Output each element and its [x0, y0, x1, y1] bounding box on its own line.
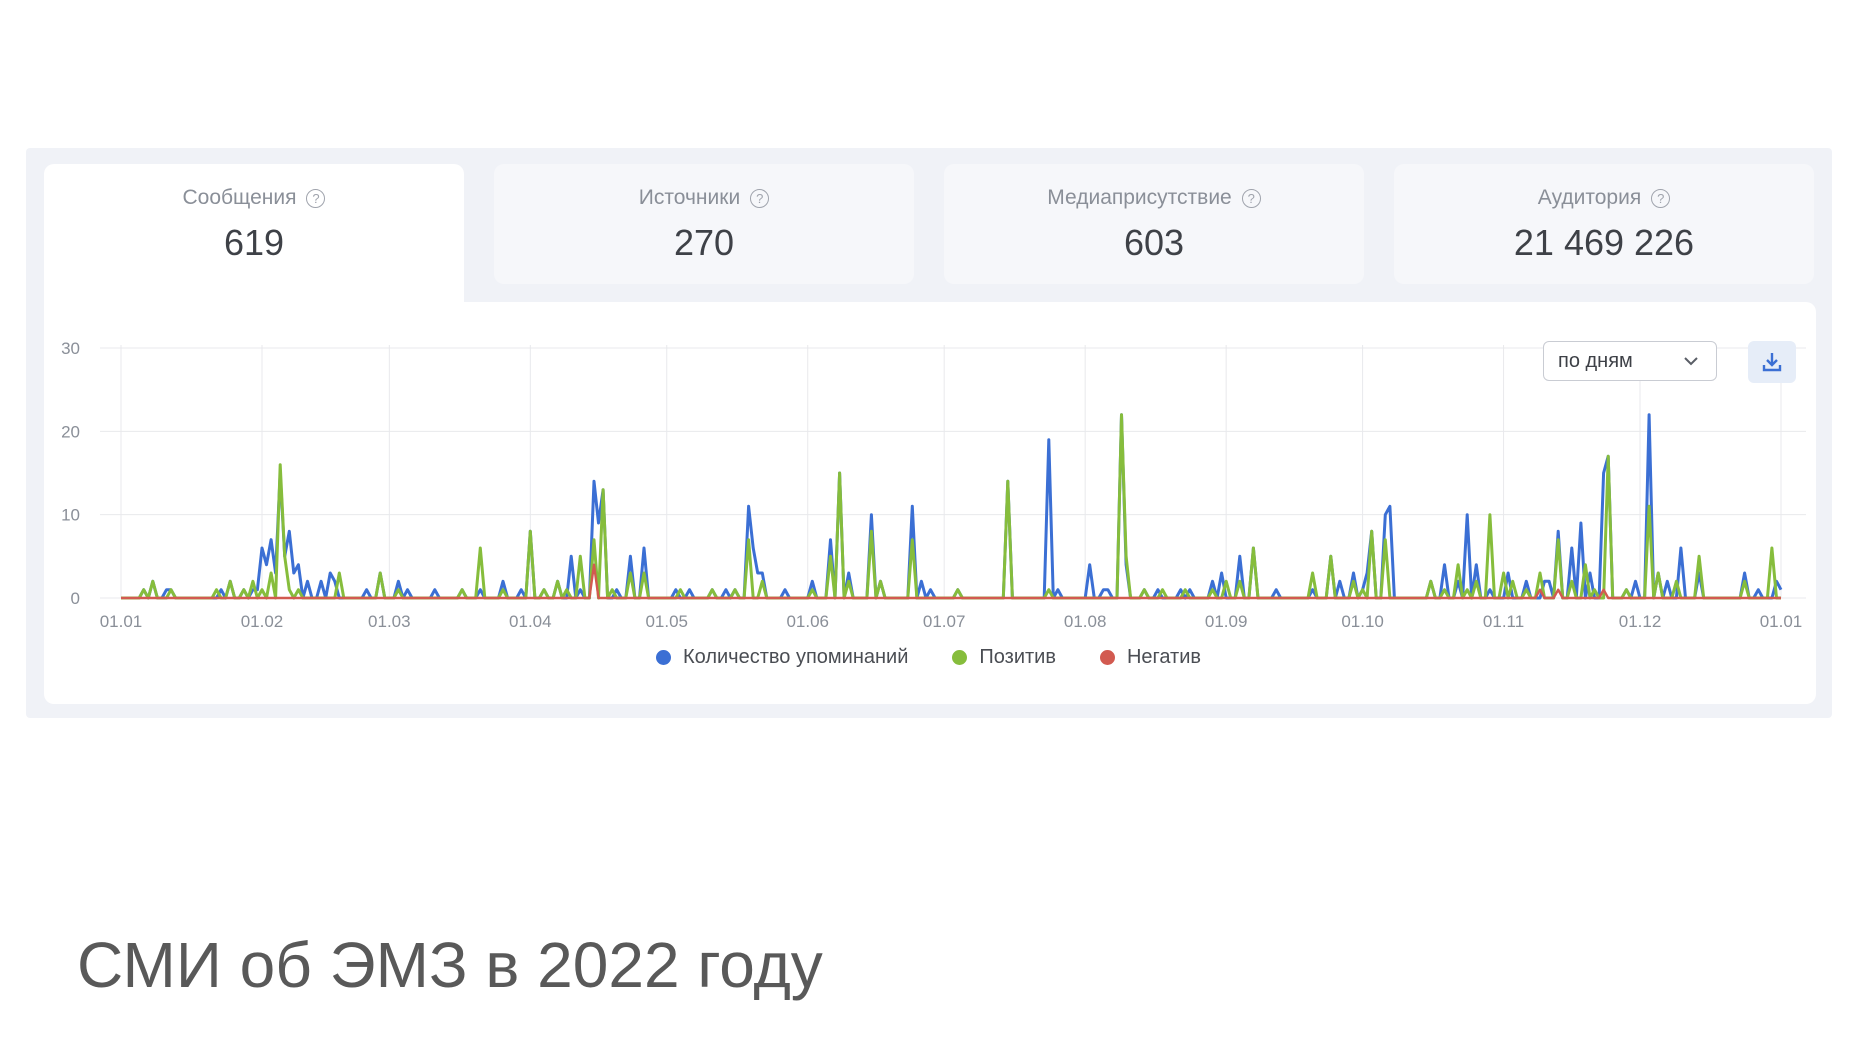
mentions-line-chart: 0 10 20 30 01.01 01.02 01.03 01.04 01.05 01.06 01.…	[61, 339, 1806, 631]
chart-card	[44, 302, 1816, 704]
x-tick-label: 01.10	[1341, 612, 1384, 631]
chart-grid	[100, 345, 1806, 599]
page-title: СМИ об ЭМЗ в 2022 году	[77, 929, 823, 1001]
legend-item-negative[interactable]: Негатив	[1099, 646, 1202, 669]
help-circle-icon[interactable]: ?	[1651, 188, 1671, 208]
y-tick-label: 30	[61, 339, 80, 358]
legend-label-negative: Негатив	[1126, 646, 1202, 668]
legend-item-positive[interactable]: Позитив	[952, 646, 1056, 669]
y-tick-label: 20	[61, 422, 80, 441]
legend-dot-positive	[952, 650, 968, 665]
download-button[interactable]	[1748, 341, 1796, 383]
x-tick-label: 01.01	[1760, 612, 1803, 631]
legend-label-positive: Позитив	[979, 646, 1056, 668]
x-tick-label: 01.04	[509, 612, 552, 631]
legend-label-mentions: Количество упоминаний	[682, 646, 909, 668]
legend-dot-mentions	[655, 650, 671, 665]
tab-media-presence[interactable]: Медиаприсутствие ? 603	[944, 164, 1364, 284]
download-icon	[1762, 353, 1782, 372]
stat-value-media-presence: 603	[1123, 222, 1185, 263]
x-tick-label: 01.03	[368, 612, 411, 631]
x-tick-label: 01.11	[1483, 612, 1524, 631]
stat-value-messages: 619	[223, 222, 285, 263]
chart-axes: 0 10 20 30 01.01 01.02 01.03 01.04 01.05 01.06 01.…	[61, 339, 1802, 631]
tab-audience[interactable]: Аудитория ? 21 469 226	[1394, 164, 1814, 284]
x-tick-label: 01.09	[1205, 612, 1248, 631]
x-tick-label: 01.07	[923, 612, 966, 631]
help-circle-icon[interactable]: ?	[750, 188, 770, 208]
tab-messages[interactable]: Сообщения ? 619	[44, 164, 464, 304]
x-tick-label: 01.01	[100, 612, 143, 631]
x-tick-label: 01.12	[1619, 612, 1662, 631]
legend-dot-negative	[1099, 650, 1115, 665]
tab-sources[interactable]: Источники ? 270	[494, 164, 914, 284]
y-tick-label: 10	[61, 506, 80, 525]
x-tick-label: 01.08	[1064, 612, 1107, 631]
help-circle-icon[interactable]: ?	[306, 188, 326, 208]
help-circle-icon[interactable]: ?	[1241, 188, 1261, 208]
period-select-value: по дням	[1558, 349, 1633, 372]
stat-label-sources: Источники	[638, 186, 741, 209]
stat-value-audience: 21 469 226	[1513, 222, 1695, 263]
stat-label-messages: Сообщения	[182, 186, 297, 209]
y-tick-label: 0	[71, 589, 80, 608]
legend-item-mentions[interactable]: Количество упоминаний	[655, 646, 909, 669]
chart-series	[121, 413, 1783, 600]
x-tick-label: 01.06	[786, 612, 829, 631]
series-line-positive	[121, 413, 1781, 600]
stat-label-audience: Аудитория	[1537, 186, 1642, 209]
x-tick-label: 01.02	[241, 612, 284, 631]
stat-value-sources: 270	[673, 222, 735, 263]
series-line-negative	[121, 563, 1781, 600]
chevron-down-icon	[1684, 357, 1698, 366]
chart-legend: Количество упоминаний Позитив Негатив	[0, 646, 1857, 669]
stat-label-media-presence: Медиаприсутствие	[1047, 186, 1232, 209]
series-line-mentions	[121, 413, 1783, 600]
x-tick-label: 01.05	[645, 612, 688, 631]
period-select[interactable]: по дням	[1543, 341, 1717, 381]
